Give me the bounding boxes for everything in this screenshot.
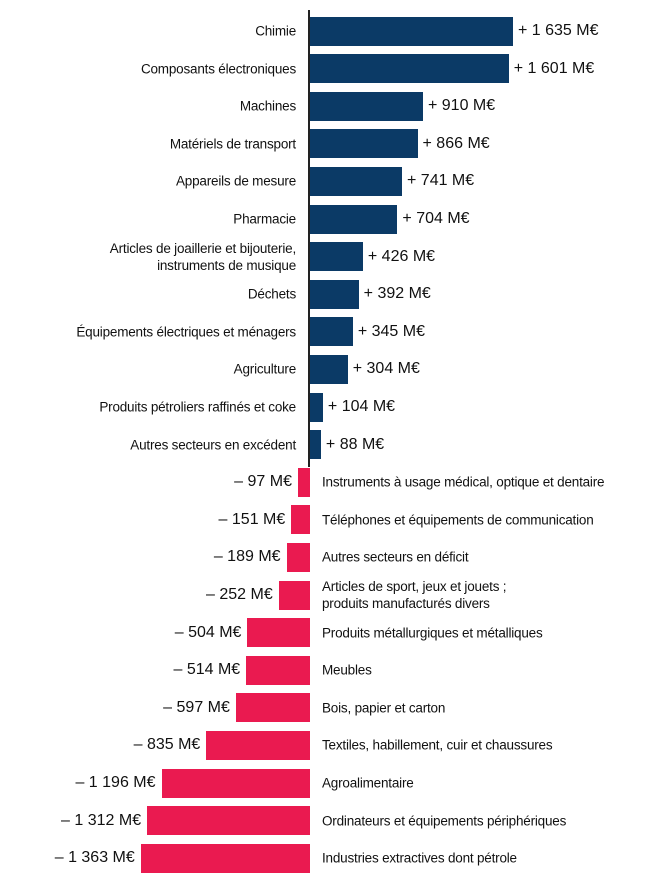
value-label: – 597 M€ bbox=[163, 698, 230, 716]
value-label: + 910 M€ bbox=[427, 97, 496, 115]
bar bbox=[310, 16, 513, 46]
category-label: Chimie bbox=[255, 23, 296, 39]
bar bbox=[310, 166, 402, 196]
value-label: + 1 635 M€ bbox=[518, 22, 599, 39]
category-label: Matériels de transport bbox=[169, 136, 296, 152]
category-label: Appareils de mesure bbox=[175, 173, 296, 189]
value-label: – 189 M€ bbox=[213, 548, 281, 566]
category-label: Industries extractives dont pétrole bbox=[322, 850, 517, 866]
bar bbox=[310, 242, 363, 272]
bar bbox=[310, 317, 353, 347]
bar bbox=[310, 354, 348, 384]
category-label: Agroalimentaire bbox=[322, 775, 414, 791]
bar bbox=[310, 204, 398, 234]
category-label: Autres secteurs en déficit bbox=[322, 549, 469, 565]
value-label: – 1 196 M€ bbox=[75, 774, 156, 791]
value-label: – 504 M€ bbox=[174, 623, 242, 641]
bar bbox=[310, 54, 509, 84]
bar bbox=[310, 430, 321, 460]
category-label: Composants électroniques bbox=[140, 61, 296, 77]
value-label: – 1 363 M€ bbox=[54, 849, 135, 867]
bar bbox=[140, 843, 310, 873]
bar bbox=[247, 618, 310, 648]
bar bbox=[310, 129, 418, 159]
bar bbox=[310, 392, 323, 422]
value-label: – 97 M€ bbox=[234, 473, 292, 491]
bar bbox=[310, 279, 359, 309]
bar bbox=[310, 91, 423, 121]
category-label: Articles de sport, jeux et jouets ; prod… bbox=[322, 579, 507, 611]
category-label: Déchets bbox=[247, 286, 296, 302]
value-label: – 151 M€ bbox=[218, 510, 286, 528]
value-label: + 88 M€ bbox=[325, 435, 385, 453]
category-label: Ordinateurs et équipements périphériques bbox=[322, 813, 567, 829]
category-label: Meubles bbox=[322, 662, 372, 678]
value-label: – 835 M€ bbox=[133, 736, 201, 754]
value-label: + 304 M€ bbox=[352, 360, 420, 378]
bar bbox=[235, 693, 310, 723]
bar bbox=[278, 580, 310, 610]
value-label: + 1 601 M€ bbox=[513, 59, 595, 77]
value-label: – 252 M€ bbox=[206, 586, 273, 603]
category-label: Machines bbox=[239, 98, 296, 114]
value-label: + 426 M€ bbox=[367, 247, 436, 265]
category-label: Bois, papier et carton bbox=[322, 700, 446, 716]
value-label: + 104 M€ bbox=[327, 398, 396, 415]
value-label: – 1 312 M€ bbox=[61, 811, 142, 829]
axis-line bbox=[308, 10, 310, 467]
bar bbox=[246, 655, 310, 685]
bar bbox=[161, 768, 310, 798]
bar bbox=[286, 542, 310, 572]
bar bbox=[297, 467, 310, 497]
bar bbox=[291, 505, 310, 535]
category-label: Articles de joaillerie et bijouterie, in… bbox=[109, 240, 296, 273]
category-label: Agriculture bbox=[233, 361, 297, 377]
bar bbox=[206, 730, 310, 760]
value-label: + 741 M€ bbox=[407, 172, 475, 190]
category-label: Téléphones et équipements de communicati… bbox=[322, 512, 594, 528]
category-label: Équipements électriques et ménagers bbox=[76, 324, 296, 340]
bar bbox=[147, 806, 310, 836]
value-label: + 392 M€ bbox=[363, 285, 431, 303]
value-label: + 704 M€ bbox=[402, 210, 470, 227]
value-label: + 345 M€ bbox=[357, 322, 425, 340]
value-label: – 514 M€ bbox=[173, 661, 241, 679]
category-label: Autres secteurs en excédent bbox=[130, 437, 296, 453]
category-label: Produits métallurgiques et métalliques bbox=[322, 625, 543, 641]
value-label: + 866 M€ bbox=[422, 134, 490, 152]
category-label: Textiles, habillement, cuir et chaussure… bbox=[322, 737, 553, 753]
category-label: Pharmacie bbox=[233, 211, 296, 227]
category-label: Instruments à usage médical, optique et … bbox=[322, 474, 605, 490]
category-label: Produits pétroliers raffinés et coke bbox=[99, 399, 296, 415]
